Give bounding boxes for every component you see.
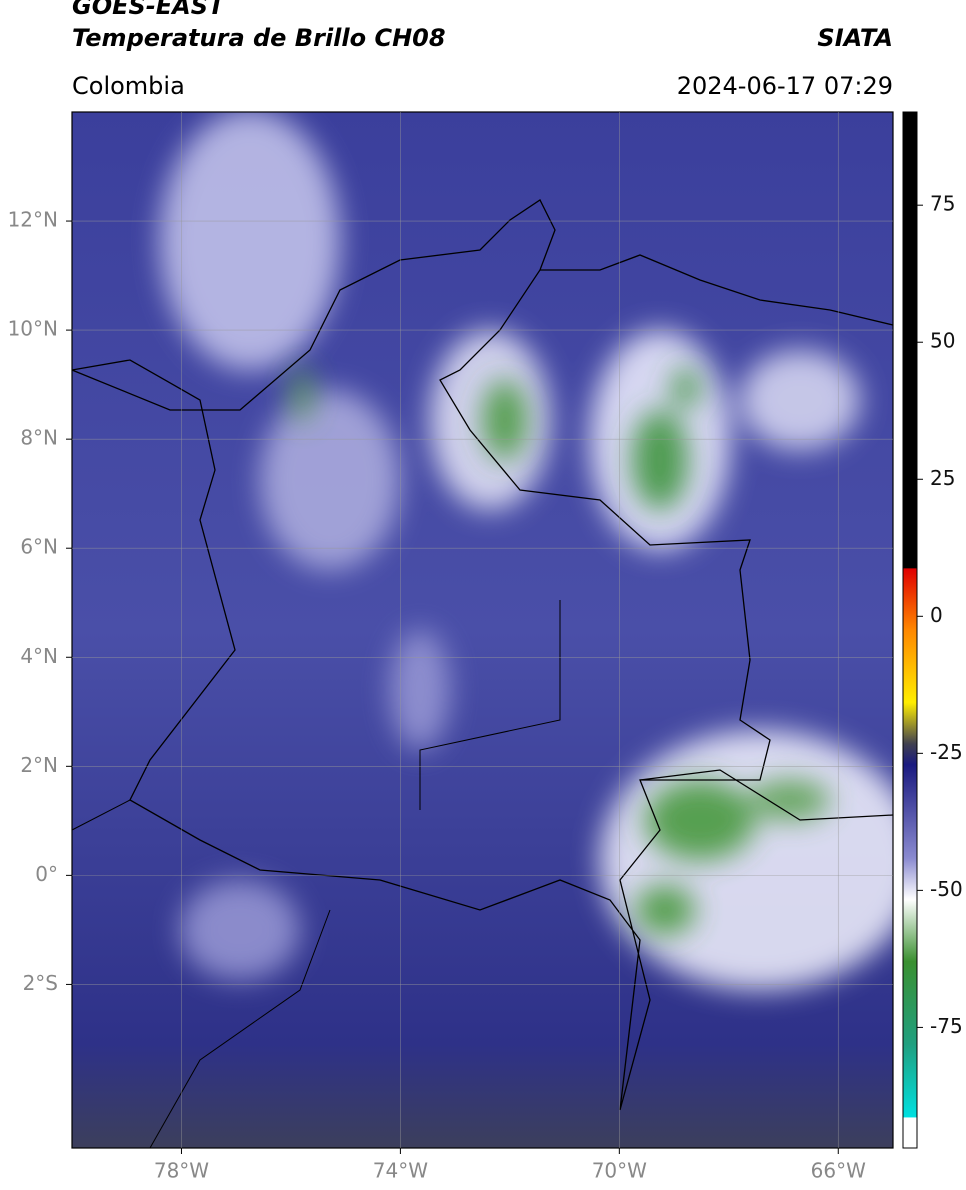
- colorbar-tick-label: 0: [930, 603, 943, 627]
- y-tick-label: 4°N: [20, 644, 58, 668]
- y-tick-label: 0°: [35, 862, 58, 886]
- colorbar-tick-label: -75: [930, 1014, 963, 1038]
- colorbar-tick-label: 25: [930, 466, 955, 490]
- y-tick-label: 2°S: [23, 971, 58, 995]
- source: SIATA: [817, 24, 893, 52]
- product: Temperatura de Brillo CH08: [72, 24, 446, 52]
- datetime: 2024-06-17 07:29: [677, 72, 893, 100]
- y-tick-label: 12°N: [8, 208, 58, 232]
- x-tick-label: 66°W: [811, 1159, 866, 1183]
- region: Colombia: [72, 72, 185, 100]
- x-tick-label: 70°W: [592, 1159, 647, 1183]
- y-tick-label: 10°N: [8, 317, 58, 341]
- colorbar-tick-label: -25: [930, 740, 963, 764]
- map-frame: [71, 111, 894, 1149]
- colorbar-tick-label: -50: [930, 877, 963, 901]
- y-tick-label: 2°N: [20, 753, 58, 777]
- x-tick-label: 74°W: [373, 1159, 428, 1183]
- imagery: [72, 112, 893, 1148]
- colorbar: [902, 111, 918, 1149]
- y-tick-label: 6°N: [20, 535, 58, 559]
- colorbar-tick-label: 75: [930, 192, 955, 216]
- satellite: GOES-EAST: [72, 0, 226, 20]
- x-tick-label: 78°W: [154, 1159, 209, 1183]
- y-tick-label: 8°N: [20, 426, 58, 450]
- colorbar-tick-label: 50: [930, 329, 955, 353]
